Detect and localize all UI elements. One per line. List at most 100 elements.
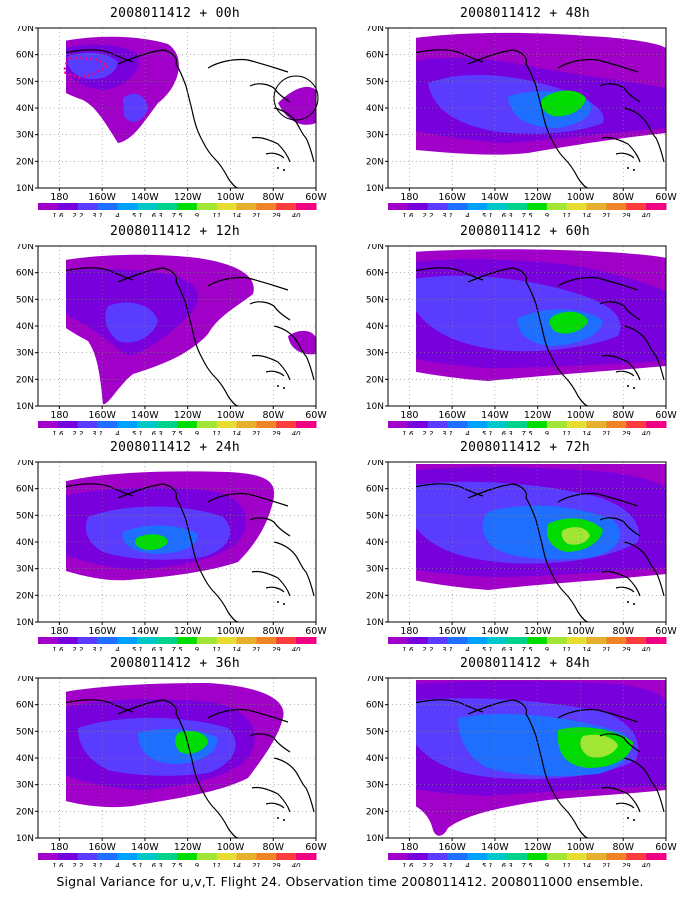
coastline — [557, 492, 639, 507]
variance-map: 70N 60N 50N 40N 30N 20N 10N 180 160W 140W 120W 100W… — [366, 676, 678, 867]
colorbar-swatch — [97, 853, 118, 860]
colorbar-label: 6.3 — [152, 212, 163, 217]
variance-contour — [135, 534, 168, 550]
variance-contour — [541, 90, 586, 117]
colorbar-swatch — [527, 203, 548, 210]
colorbar-label: 9 — [545, 430, 550, 435]
y-tick-label: 50N — [16, 511, 34, 521]
colorbar-label: 7.5 — [521, 212, 533, 217]
colorbar-swatch — [57, 853, 79, 860]
y-tick-label: 60N — [16, 485, 34, 495]
x-tick-label: 160W — [438, 192, 466, 203]
panel-title: 2008011412 + 12h — [109, 224, 241, 239]
panel-84h: 2008011412 + 84h 70N 60N 50N 40N 30N 20N 10N 18… — [360, 652, 690, 867]
colorbar-swatch — [276, 637, 297, 644]
colorbar-swatch — [626, 853, 647, 860]
y-tick-label: 70N — [366, 676, 384, 684]
y-tick-label: 10N — [366, 184, 384, 194]
colorbar-label: 4 — [465, 646, 469, 651]
variance-contour — [580, 734, 618, 758]
y-tick-label: 40N — [16, 754, 34, 764]
colorbar-swatch — [407, 421, 429, 428]
colorbar-swatch — [276, 421, 297, 428]
island — [627, 385, 629, 387]
colorbar-swatch — [586, 203, 607, 210]
variance-map: 70N 60N 50N 40N 30N 20N 10N 180 160W 140W 120W 100W… — [16, 676, 328, 867]
coastline — [117, 483, 239, 623]
y-tick-label: 40N — [366, 754, 384, 764]
colorbar-label: 14 — [232, 862, 241, 867]
colorbar-label: 21 — [252, 862, 261, 867]
y-tick-label: 30N — [16, 565, 34, 575]
colorbar-swatch — [546, 853, 568, 860]
colorbar-label: 1.6 — [52, 212, 64, 217]
coastline — [623, 541, 665, 597]
coastline — [66, 49, 134, 63]
y-tick-label: 10N — [366, 834, 384, 844]
colorbar-swatch — [276, 853, 297, 860]
colorbar-label: 21 — [252, 430, 261, 435]
colorbar-label: 11 — [212, 430, 221, 435]
colorbar-swatch — [256, 421, 277, 428]
island — [627, 817, 629, 819]
colorbar-swatch — [527, 421, 548, 428]
colorbar-swatch — [546, 637, 568, 644]
coastline — [557, 276, 639, 291]
panel-title: 2008011412 + 84h — [459, 656, 591, 671]
colorbar-swatch — [256, 203, 277, 210]
colorbar-swatch — [546, 421, 568, 428]
x-tick-label: 140W — [131, 626, 159, 637]
colorbar-swatch — [507, 853, 528, 860]
colorbar-label: 2.2 — [72, 212, 84, 217]
colorbar-swatch — [57, 637, 79, 644]
coastline — [601, 570, 641, 597]
colorbar-swatch — [97, 421, 118, 428]
island — [277, 167, 279, 169]
y-tick-label: 10N — [366, 402, 384, 412]
coastline — [599, 83, 641, 103]
y-tick-label: 40N — [16, 538, 34, 548]
colorbar-swatch — [527, 637, 548, 644]
y-tick-label: 40N — [366, 322, 384, 332]
y-tick-label: 70N — [16, 244, 34, 252]
colorbar-swatch — [77, 637, 99, 644]
colorbar-label: 7.5 — [171, 862, 183, 867]
coastline — [273, 107, 315, 163]
colorbar-swatch — [38, 637, 59, 644]
colorbar-swatch — [407, 853, 429, 860]
colorbar-swatch — [566, 637, 588, 644]
colorbar-swatch — [586, 637, 607, 644]
colorbar-label: 14 — [582, 862, 591, 867]
colorbar-label: 21 — [252, 646, 261, 651]
colorbar-label: 29 — [622, 646, 631, 651]
colorbar-swatch — [447, 853, 468, 860]
colorbar-label: 6.3 — [502, 862, 513, 867]
colorbar-swatch — [77, 853, 99, 860]
colorbar-label: 29 — [622, 212, 631, 217]
coastline — [615, 370, 635, 377]
colorbar-swatch — [447, 203, 468, 210]
colorbar-swatch — [527, 853, 548, 860]
colorbar-swatch — [606, 203, 627, 210]
coastline — [265, 370, 285, 377]
x-tick-label: 180 — [400, 192, 418, 203]
coastline — [467, 49, 589, 189]
colorbar-label: 2.2 — [422, 862, 434, 867]
x-tick-label: 60W — [305, 626, 327, 637]
colorbar-label: 21 — [602, 862, 611, 867]
x-tick-label: 140W — [481, 842, 509, 853]
panel-60h: 2008011412 + 60h 70N 60N 50N 40N 30N 20N 10N 18… — [360, 220, 690, 435]
colorbar-swatch — [626, 421, 647, 428]
variance-contour — [175, 731, 208, 754]
colorbar-swatch — [117, 853, 138, 860]
colorbar-swatch — [606, 637, 627, 644]
coastline — [557, 58, 639, 73]
colorbar-swatch — [157, 853, 178, 860]
colorbar-label: 5.1 — [132, 646, 143, 651]
colorbar-swatch — [646, 853, 667, 860]
x-tick-label: 60W — [655, 842, 677, 853]
colorbar-swatch — [216, 853, 238, 860]
colorbar-label: 1.6 — [402, 430, 414, 435]
coastline — [265, 586, 285, 593]
colorbar-label: 2.2 — [422, 646, 434, 651]
